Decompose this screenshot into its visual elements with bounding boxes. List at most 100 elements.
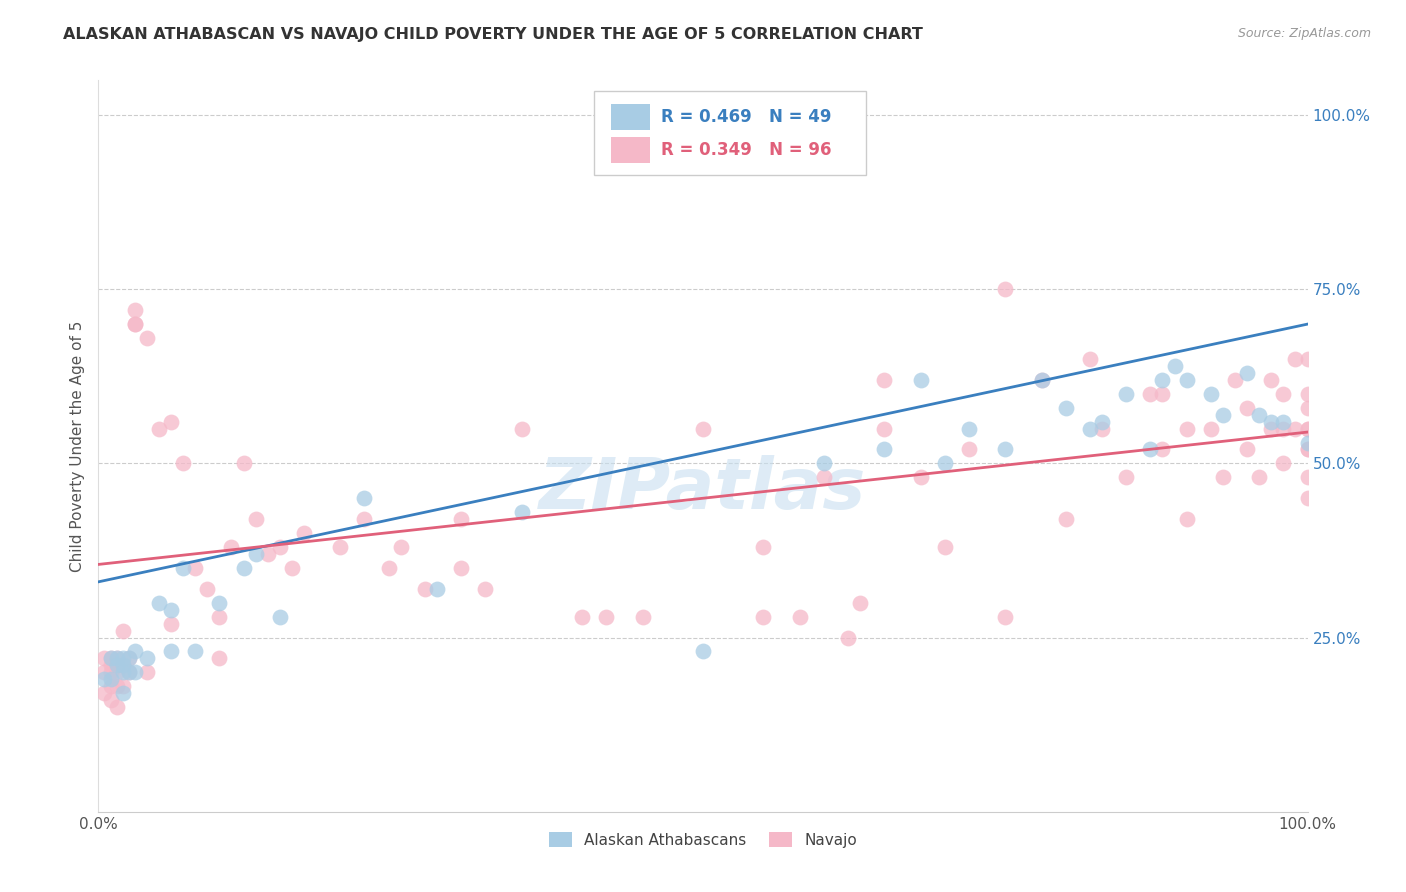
Point [111,658,134,673]
Text: Source: ZipAtlas.com: Source: ZipAtlas.com [1237,27,1371,40]
Point [93,673,115,687]
Point [413,582,436,596]
Point [269,540,291,554]
Y-axis label: Child Poverty Under the Age of 5: Child Poverty Under the Age of 5 [69,320,84,572]
FancyBboxPatch shape [612,104,650,130]
Point [100,658,122,673]
Text: R = 0.469   N = 49: R = 0.469 N = 49 [661,108,831,126]
Point [1152,442,1174,457]
Point [172,457,194,471]
Point [105,651,128,665]
Point [111,679,134,693]
Point [910,470,932,484]
Point [595,609,617,624]
Point [1296,401,1319,415]
Point [1054,512,1077,526]
Point [195,582,218,596]
Point [184,561,207,575]
Point [135,651,157,665]
Point [105,658,128,673]
Text: R = 0.349   N = 96: R = 0.349 N = 96 [661,141,831,159]
Point [1115,470,1137,484]
Point [135,331,157,345]
Point [426,582,449,596]
Point [111,658,134,673]
Point [873,442,896,457]
Point [910,373,932,387]
Point [1296,421,1319,435]
Point [111,651,134,665]
Point [100,665,122,680]
Point [1236,401,1258,415]
Point [377,561,399,575]
Point [111,665,134,680]
Point [111,624,134,638]
Point [1163,359,1185,373]
Point [269,609,291,624]
Point [111,686,134,700]
Point [1115,386,1137,401]
Point [160,644,183,658]
Point [389,540,412,554]
Point [1272,415,1295,429]
Point [1236,366,1258,380]
Legend: Alaskan Athabascans, Navajo: Alaskan Athabascans, Navajo [541,824,865,855]
Point [934,457,956,471]
Point [789,609,811,624]
Point [752,540,775,554]
Point [1091,421,1114,435]
Point [571,609,593,624]
Point [1199,421,1222,435]
Point [1199,386,1222,401]
Point [160,603,183,617]
Point [1249,470,1271,484]
Point [1296,442,1319,457]
Point [1272,421,1295,435]
Point [118,665,141,680]
Point [245,512,267,526]
FancyBboxPatch shape [595,91,866,176]
Point [510,505,533,519]
Point [450,512,472,526]
Point [124,303,146,318]
Point [474,582,496,596]
Point [100,651,122,665]
Text: ALASKAN ATHABASCAN VS NAVAJO CHILD POVERTY UNDER THE AGE OF 5 CORRELATION CHART: ALASKAN ATHABASCAN VS NAVAJO CHILD POVER… [63,27,924,42]
Point [1296,351,1319,366]
Point [1152,373,1174,387]
Point [184,644,207,658]
Point [957,442,980,457]
Point [1260,415,1282,429]
Point [208,596,231,610]
Point [1223,373,1246,387]
Point [994,442,1017,457]
Point [208,609,231,624]
Point [1236,442,1258,457]
Point [631,609,654,624]
Point [1078,351,1101,366]
Point [1091,415,1114,429]
Point [105,700,128,714]
Point [1152,386,1174,401]
Point [1272,457,1295,471]
Point [118,651,141,665]
Point [118,665,141,680]
Point [160,616,183,631]
Point [1284,421,1306,435]
Point [1296,442,1319,457]
Point [837,631,859,645]
Point [752,609,775,624]
Point [692,421,714,435]
Point [510,421,533,435]
Point [1260,421,1282,435]
Point [93,651,115,665]
Point [100,673,122,687]
Point [1078,421,1101,435]
Point [849,596,872,610]
Point [135,665,157,680]
Point [1031,373,1053,387]
Point [124,317,146,331]
Point [329,540,352,554]
Point [692,644,714,658]
Point [1054,401,1077,415]
